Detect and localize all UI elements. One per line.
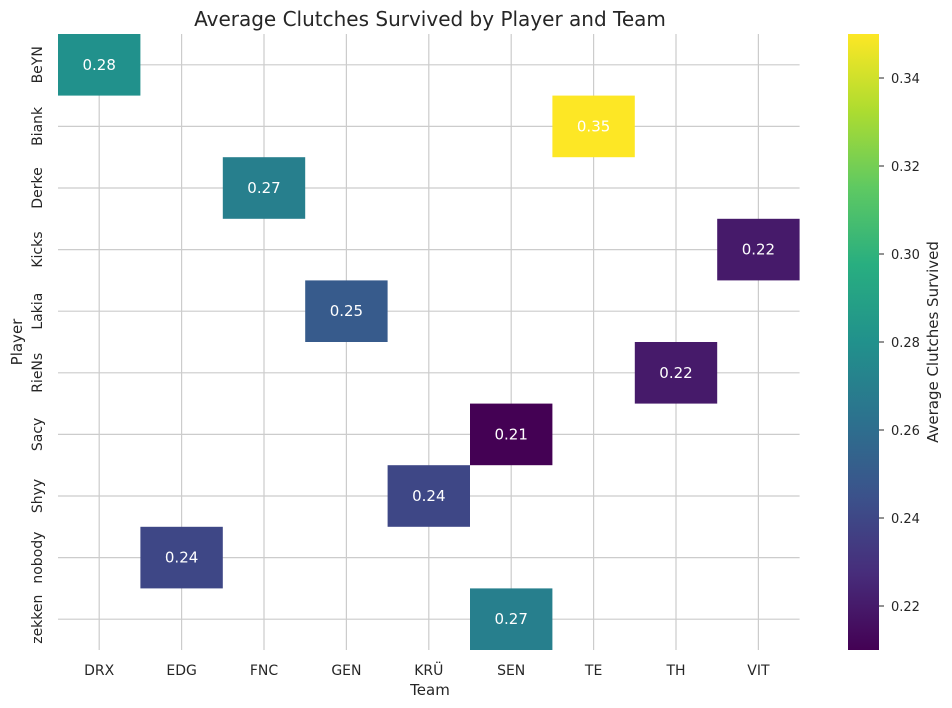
heatmap-cell: 0.21 — [470, 403, 553, 466]
heatmap-cell-rect — [470, 403, 553, 466]
x-axis-ticks: DRX EDG FNC GEN KRÜ SEN TE TH VIT — [84, 661, 770, 679]
y-tick-label: Sacy — [30, 418, 46, 451]
heatmap-cell-rect — [634, 342, 718, 404]
y-axis-ticks: BeYN Biank Derke Kicks Lakia RieNs Sacy Shyy nob… — [30, 46, 46, 644]
colorbar-ticks: 0.22 0.24 0.26 0.28 0.30 0.32 0.34 — [879, 72, 920, 615]
cell-value-label: 0.24 — [165, 549, 198, 567]
y-tick-label: Kicks — [30, 232, 46, 268]
cell-value-label: 0.35 — [577, 117, 610, 135]
heatmap-cell-rect — [140, 526, 223, 589]
x-tick-label: VIT — [747, 663, 770, 679]
colorbar-tick-label: 0.32 — [891, 160, 920, 175]
heatmap-cell: 0.24 — [140, 526, 223, 589]
cell-value-label: 0.21 — [494, 425, 527, 443]
heatmap-cell-rect — [222, 157, 306, 219]
heatmap-cell: 0.22 — [717, 218, 800, 281]
x-tick-label: KRÜ — [414, 661, 443, 679]
colorbar-tick-label: 0.26 — [891, 424, 920, 439]
heatmap-cell-rect — [552, 95, 635, 158]
colorbar — [848, 34, 879, 650]
cell-value-label: 0.27 — [247, 179, 280, 197]
y-tick-label: RieNs — [30, 353, 46, 393]
y-tick-label: BeYN — [30, 46, 46, 83]
x-tick-label: FNC — [250, 663, 279, 679]
cell-value-label: 0.22 — [659, 364, 692, 382]
x-axis-label: Team — [409, 681, 450, 699]
cell-value-label: 0.22 — [742, 241, 775, 259]
colorbar-tick-label: 0.28 — [891, 336, 920, 351]
x-tick-label: TE — [584, 663, 602, 679]
heatmap-cell-rect — [470, 588, 553, 650]
y-axis-label: Player — [8, 318, 26, 366]
heatmap-cell-rect — [717, 218, 800, 281]
heatmap-cell: 0.27 — [222, 157, 306, 219]
heatmap-cell: 0.28 — [58, 34, 141, 96]
x-tick-label: EDG — [166, 663, 196, 679]
heatmap-cells: 0.28 0.35 0.27 0.22 0.25 0.22 0.21 0.24 0.24 0.27 — [58, 34, 800, 650]
heatmap-cell: 0.35 — [552, 95, 635, 158]
heatmap-cell-rect — [387, 465, 470, 527]
heatmap-cell-rect — [58, 34, 141, 96]
chart-title: Average Clutches Survived by Player and … — [194, 7, 666, 31]
x-tick-label: GEN — [331, 663, 361, 679]
heatmap-cell-rect — [305, 280, 388, 342]
cell-value-label: 0.28 — [82, 56, 115, 74]
colorbar-tick-label: 0.30 — [891, 248, 920, 263]
colorbar-label: Average Clutches Survived — [924, 241, 942, 443]
y-tick-label: Derke — [30, 167, 46, 208]
y-tick-label: nobody — [30, 532, 46, 584]
cell-value-label: 0.27 — [494, 610, 527, 628]
colorbar-tick-label: 0.24 — [891, 512, 920, 527]
x-tick-label: DRX — [84, 663, 115, 679]
y-tick-label: Shyy — [30, 479, 46, 513]
cell-value-label: 0.24 — [412, 487, 445, 505]
heatmap-cell: 0.27 — [470, 588, 553, 650]
cell-value-label: 0.25 — [330, 302, 363, 320]
colorbar-tick-label: 0.22 — [891, 600, 920, 615]
y-tick-label: Biank — [30, 106, 46, 146]
heatmap-cell: 0.22 — [634, 342, 718, 404]
colorbar-tick-label: 0.34 — [891, 72, 920, 87]
heatmap-cell: 0.24 — [387, 465, 470, 527]
y-tick-label: zekken — [30, 595, 46, 644]
x-tick-label: TH — [665, 663, 685, 679]
y-tick-label: Lakia — [30, 293, 46, 330]
heatmap-cell: 0.25 — [305, 280, 388, 342]
x-tick-label: SEN — [497, 663, 525, 679]
